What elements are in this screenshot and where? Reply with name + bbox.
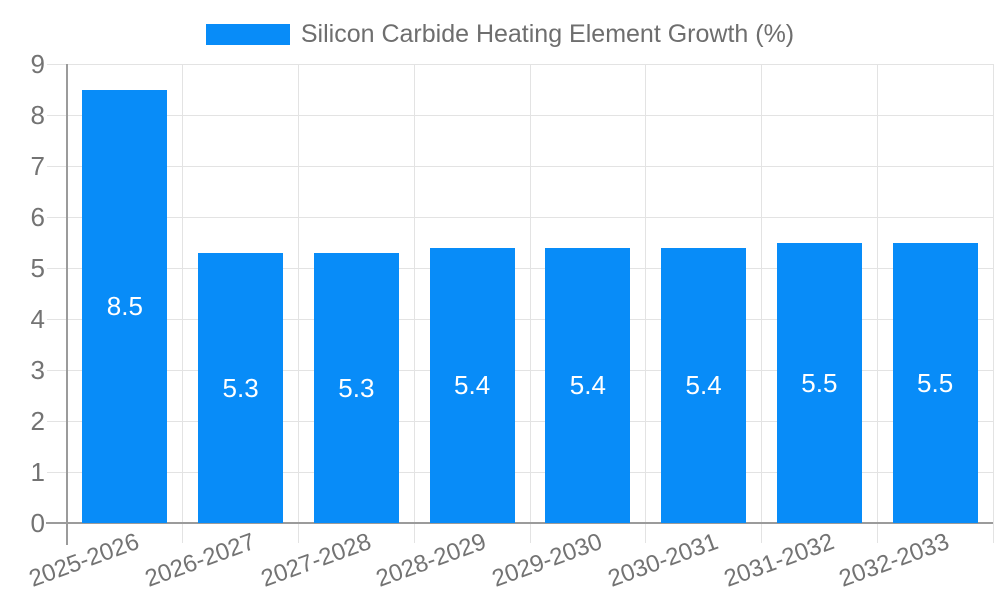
bar-value-label: 5.5 (801, 367, 838, 398)
x-tick-label: 2031-2032 (720, 528, 838, 593)
v-gridline (413, 64, 415, 543)
y-tick-label: 6 (30, 202, 45, 232)
bar-value-label: 5.4 (685, 370, 722, 401)
bar (82, 89, 168, 523)
y-tick-label: 8 (30, 100, 45, 130)
v-gridline (761, 64, 762, 543)
h-gridline (47, 267, 993, 269)
bar (776, 242, 862, 523)
h-gridline (47, 114, 993, 116)
x-tick-label: 2030-2031 (604, 528, 722, 593)
bar (661, 247, 747, 523)
bar-value-label: 5.5 (917, 367, 954, 398)
y-tick-label: 7 (30, 151, 45, 181)
y-tick-label: 5 (30, 253, 45, 283)
h-gridline (47, 471, 993, 473)
v-gridline (876, 64, 878, 543)
x-tick-label: 2027-2028 (257, 528, 375, 593)
v-gridline (645, 64, 647, 543)
x-tick-label: 2025-2026 (25, 528, 143, 593)
x-tick-label: 2032-2033 (835, 528, 954, 593)
chart-legend[interactable]: Silicon Carbide Heating Element Growth (… (0, 20, 1000, 49)
v-gridline (992, 64, 994, 543)
h-gridline (47, 369, 993, 371)
h-gridline (47, 420, 993, 422)
bar-value-label: 5.3 (222, 372, 259, 403)
v-gridline (298, 64, 299, 543)
x-tick-label: 2029-2030 (488, 528, 606, 593)
y-tick-label: 2 (30, 406, 45, 436)
h-gridline (47, 165, 993, 167)
bar (313, 252, 399, 523)
v-gridline (182, 64, 184, 543)
y-tick-label: 0 (30, 508, 45, 538)
legend-swatch (205, 24, 290, 45)
bar-value-label: 5.4 (454, 370, 491, 401)
bar-value-label: 5.3 (338, 372, 375, 403)
bar (198, 252, 284, 523)
y-tick-label: 4 (30, 304, 45, 334)
y-tick-label: 9 (30, 49, 45, 79)
bar-value-label: 5.4 (569, 370, 606, 401)
x-tick-label: 2026-2027 (141, 528, 259, 593)
h-gridline (47, 63, 993, 65)
h-gridline (47, 216, 993, 218)
bar (429, 247, 515, 523)
legend-label: Silicon Carbide Heating Element Growth (… (300, 20, 795, 48)
y-axis-line (66, 64, 68, 545)
x-tick-label: 2028-2029 (372, 528, 491, 593)
bar (545, 247, 631, 523)
y-tick-label: 1 (30, 457, 45, 487)
bar-value-label: 8.5 (106, 291, 143, 322)
y-tick-label: 3 (30, 355, 45, 385)
bar (892, 242, 978, 523)
v-gridline (529, 64, 531, 543)
x-axis-line (46, 522, 993, 524)
h-gridline (47, 318, 993, 320)
